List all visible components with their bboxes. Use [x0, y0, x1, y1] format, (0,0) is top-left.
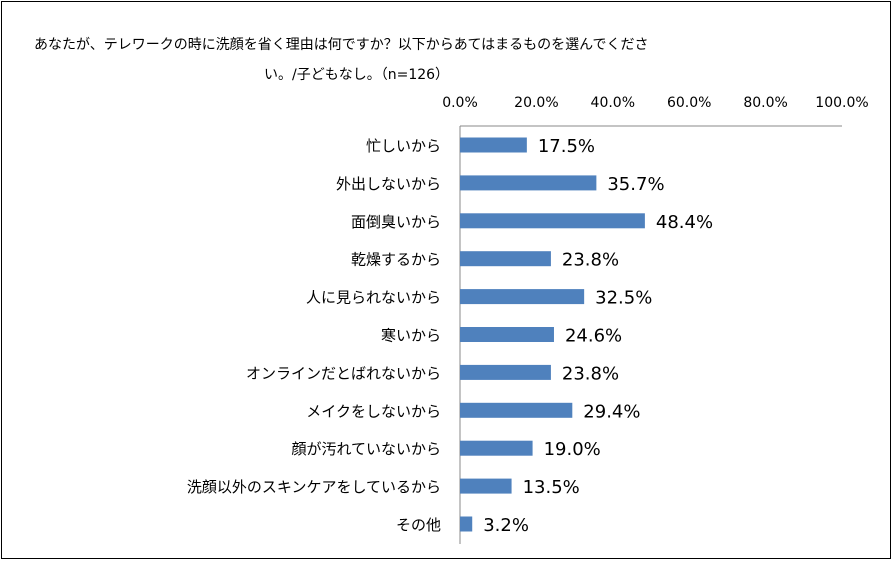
chart-title-line-2: い。/子どもなし。（n=126） [264, 67, 449, 83]
bar [460, 402, 573, 418]
bar [460, 213, 645, 229]
data-label: 3.2% [483, 515, 529, 536]
bar [460, 516, 473, 532]
x-tick-label: 80.0% [743, 95, 787, 111]
x-tick-label: 20.0% [514, 95, 558, 111]
category-label: 忙しいから [366, 137, 441, 155]
bar [460, 137, 527, 153]
data-label: 13.5% [523, 477, 580, 498]
data-label: 19.0% [544, 439, 601, 460]
bar [460, 327, 554, 342]
category-label: メイクをしないから [306, 402, 441, 420]
data-label: 29.4% [583, 401, 640, 422]
x-tick-label: 60.0% [667, 95, 711, 111]
bar [460, 364, 551, 380]
bar [460, 175, 597, 191]
data-label: 23.8% [562, 250, 619, 271]
chart-title-line-1: あなたが、テレワークの時に洗顔を省く理由は何ですか？以下からあてはまるものを選ん… [34, 37, 648, 53]
bar [460, 478, 512, 494]
data-label: 35.7% [607, 174, 664, 195]
category-label: オンラインだとばれないから [246, 364, 441, 382]
bar [460, 251, 551, 267]
x-tick-label: 0.0% [442, 95, 478, 111]
x-tick-label: 100.0% [815, 95, 868, 111]
category-label: 人に見られないから [306, 289, 441, 307]
category-label: 外出しないから [336, 175, 441, 193]
data-label: 17.5% [538, 136, 595, 157]
category-label: 寒いから [381, 327, 441, 345]
category-label: 面倒臭いから [351, 213, 441, 231]
data-label: 23.8% [562, 363, 619, 384]
category-label: 洗顔以外のスキンケアをしているから [187, 478, 441, 496]
category-label: 乾燥するから [351, 251, 441, 269]
data-label: 32.5% [595, 288, 652, 309]
bar [460, 289, 585, 305]
bar-group: 忙しいから 17.5% 外出しないから 35.7% 面倒臭いから 48.4% 乾燥するから 2… [187, 136, 713, 536]
x-axis-ticks: 0.0% 20.0% 40.0% 60.0% 80.0% 100.0% [442, 95, 868, 111]
category-label: 顔が汚れていないから [291, 440, 441, 458]
data-label: 24.6% [565, 326, 622, 347]
category-label: その他 [396, 516, 441, 534]
data-label: 48.4% [656, 212, 713, 233]
x-tick-label: 40.0% [591, 95, 635, 111]
bar [460, 440, 533, 456]
